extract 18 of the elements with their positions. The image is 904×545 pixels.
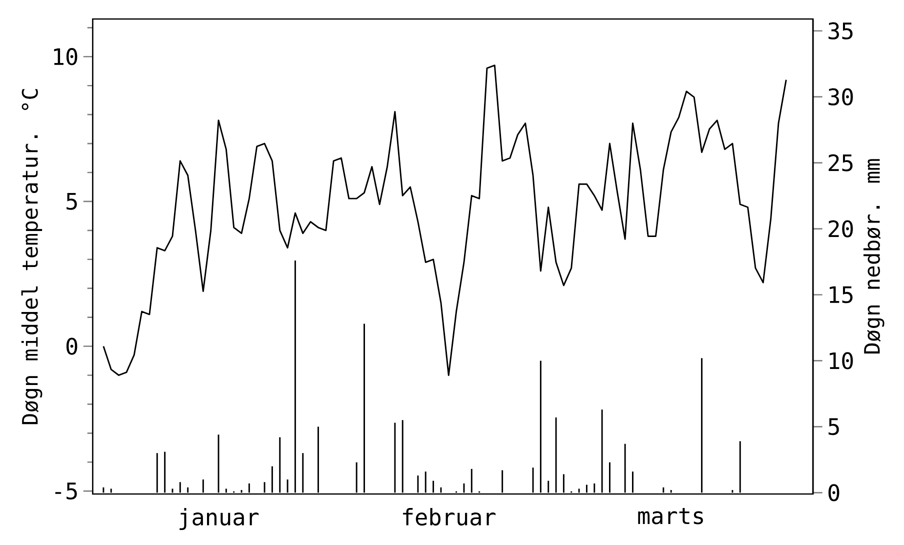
y2-tick-label: 15 bbox=[830, 286, 853, 304]
y-axis-title: Døgn middel temperatur. °C bbox=[21, 89, 42, 424]
y2-tick-label: 20 bbox=[828, 220, 853, 238]
x-tick-label: januar bbox=[180, 508, 259, 530]
y-tick-label: 0 bbox=[66, 338, 78, 355]
y2-tick-label: 30 bbox=[828, 88, 853, 106]
y2-tick-label: 0 bbox=[828, 484, 840, 502]
y-tick-label: -5 bbox=[55, 482, 77, 500]
x-tick-label: marts bbox=[638, 508, 703, 524]
x-tick-label: februar bbox=[403, 508, 496, 526]
y2-axis-title: Døgn nedbør. mm bbox=[863, 159, 884, 354]
y2-tick-label: 35 bbox=[828, 22, 853, 40]
y2-tick-label: 5 bbox=[828, 418, 839, 436]
y-tick-label: 10 bbox=[54, 48, 78, 66]
y2-tick-label: 10 bbox=[830, 352, 853, 370]
y2-tick-label: 25 bbox=[828, 154, 853, 172]
y-tick-label: 5 bbox=[66, 193, 77, 210]
line-series bbox=[102, 64, 787, 376]
